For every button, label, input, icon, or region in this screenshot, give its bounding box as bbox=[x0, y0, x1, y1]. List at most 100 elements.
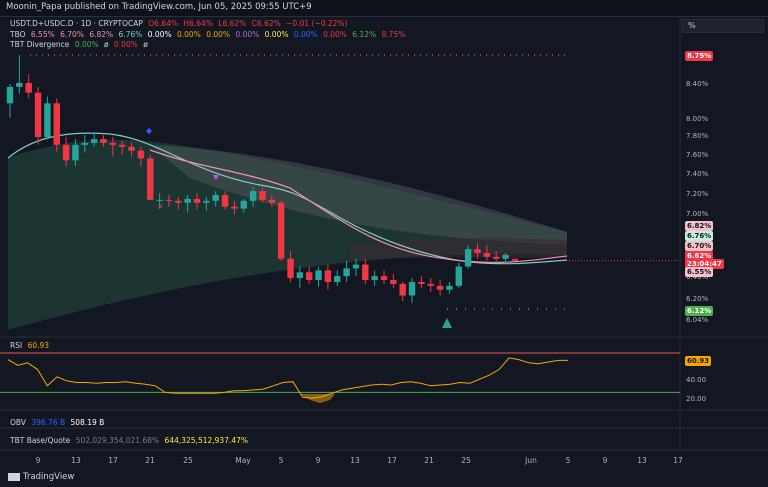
tbo-value: 6.76% bbox=[118, 30, 143, 39]
time-tick: 17 bbox=[387, 456, 397, 465]
divergence-value: 0.00% bbox=[74, 40, 99, 49]
tbo-value: 0.00% bbox=[206, 30, 231, 39]
candle-body bbox=[446, 285, 453, 290]
candle-body bbox=[427, 283, 434, 286]
tbo-value: 6.82% bbox=[89, 30, 114, 39]
price-chart[interactable]: × bbox=[0, 17, 768, 487]
time-tick: 13 bbox=[637, 456, 647, 465]
time-tick: 25 bbox=[461, 456, 471, 465]
tradingview-label: TradingView bbox=[23, 472, 75, 482]
time-tick: 9 bbox=[602, 456, 608, 465]
tbo-value: 6.70% bbox=[60, 30, 84, 39]
price-tick: 8.40% bbox=[686, 80, 709, 88]
obv-legend[interactable]: OBV 396.76 B 508.19 B bbox=[10, 418, 107, 427]
rsi-tag: 60.93 bbox=[685, 356, 712, 366]
candle-body bbox=[249, 191, 257, 201]
candle-body bbox=[221, 195, 229, 207]
rsi-label: RSI bbox=[10, 341, 23, 350]
symbol-legend: USDT.D+USDC.D · 1D · CRYPTOCAP O6.64% H6… bbox=[10, 19, 350, 28]
candle-body bbox=[502, 254, 509, 259]
time-tick: 25 bbox=[183, 456, 193, 465]
candle-body bbox=[334, 276, 341, 282]
tbo-value: 0.00% bbox=[323, 30, 347, 39]
candle-body bbox=[493, 256, 500, 259]
tbt-value: 502,029,354,021.68% bbox=[75, 436, 160, 445]
rsi-tick: 40.00 bbox=[686, 376, 707, 384]
price-tag: 6.70% bbox=[685, 241, 714, 251]
price-tick: 7.20% bbox=[686, 190, 709, 198]
tbo-value: 6.12% bbox=[352, 30, 377, 39]
candle-body bbox=[100, 139, 107, 143]
candle-body bbox=[203, 200, 210, 203]
last-price-tag: 6.62% bbox=[685, 251, 714, 261]
tbt-label: TBT Base/Quote bbox=[10, 436, 71, 445]
upper-cloud-band bbox=[150, 145, 567, 245]
candle-body bbox=[240, 200, 247, 209]
candle-body bbox=[212, 195, 219, 201]
tbo-legend[interactable]: TBO 6.55% 6.70% 6.82% 6.76% 0.00% 0.00% … bbox=[10, 30, 408, 39]
time-tick: 17 bbox=[673, 456, 683, 465]
candle-body bbox=[390, 280, 397, 284]
candle-body bbox=[464, 249, 472, 267]
candle-body bbox=[90, 139, 98, 143]
candle-body bbox=[44, 103, 51, 138]
candle-body bbox=[193, 198, 201, 203]
symbol-name[interactable]: USDT.D+USDC.D · 1D · CRYPTOCAP bbox=[10, 19, 143, 28]
divergence-legend[interactable]: TBT Divergence 0.00% ø 0.00% ø bbox=[10, 40, 151, 49]
price-tick: 6.04% bbox=[686, 316, 709, 324]
obv-value: 508.19 B bbox=[70, 418, 105, 427]
time-tick: 17 bbox=[108, 456, 118, 465]
divergence-value: 0.00% bbox=[114, 40, 138, 49]
tbo-value: 8.75% bbox=[381, 30, 406, 39]
publish-bar: Moonin_Papa published on TradingView.com… bbox=[0, 0, 768, 17]
price-tick: 8.00% bbox=[686, 115, 709, 123]
candle-body bbox=[296, 272, 304, 279]
candle-body bbox=[418, 281, 425, 284]
candle-body bbox=[109, 142, 117, 145]
tbo-value: 0.00% bbox=[147, 30, 172, 39]
price-tag: 8.75% bbox=[685, 51, 714, 61]
ohlc-close: C6.62% bbox=[251, 19, 281, 28]
ohlc-high: H6.64% bbox=[183, 19, 213, 28]
candle-body bbox=[156, 199, 163, 201]
publish-text: Moonin_Papa published on TradingView.com… bbox=[6, 2, 312, 12]
time-tick: 21 bbox=[424, 456, 434, 465]
candle-body bbox=[455, 266, 462, 286]
candle-body bbox=[483, 252, 491, 257]
rsi-tick: 20.00 bbox=[686, 395, 707, 403]
rsi-line bbox=[7, 357, 568, 399]
tbo-value: 0.00% bbox=[176, 30, 201, 39]
tradingview-icon bbox=[8, 472, 20, 481]
rsi-value: 60.93 bbox=[27, 341, 50, 350]
sell-signal-icon bbox=[213, 175, 219, 180]
candle-body bbox=[268, 199, 275, 203]
rsi-oversold-fill bbox=[300, 394, 335, 403]
candle-body bbox=[474, 249, 481, 253]
time-tick: 5 bbox=[278, 456, 284, 465]
candle-body bbox=[399, 283, 406, 296]
tbo-value: 0.00% bbox=[264, 30, 289, 39]
candle-body bbox=[259, 191, 266, 200]
candle-body bbox=[175, 200, 182, 203]
tradingview-logo[interactable]: TradingView bbox=[8, 472, 74, 482]
time-tick: 13 bbox=[71, 456, 81, 465]
obv-label: OBV bbox=[10, 418, 26, 427]
tbt-value: 644,325,512,937.47% bbox=[164, 436, 249, 445]
candle-body bbox=[119, 144, 126, 147]
rsi-legend[interactable]: RSI 60.93 bbox=[10, 341, 52, 350]
ohlc-low: L6.62% bbox=[218, 19, 247, 28]
price-tick: 7.60% bbox=[686, 151, 709, 159]
tbt-legend[interactable]: TBT Base/Quote 502,029,354,021.68% 644,3… bbox=[10, 436, 251, 445]
percent-scale-button[interactable]: % bbox=[682, 19, 764, 33]
price-tick: 7.80% bbox=[686, 132, 709, 140]
candle-body bbox=[287, 258, 294, 279]
price-tag: 6.12% bbox=[685, 306, 714, 316]
price-tag: 6.82% bbox=[685, 221, 714, 231]
time-tick: 21 bbox=[145, 456, 155, 465]
candle-body bbox=[362, 264, 369, 281]
candle-body bbox=[16, 83, 23, 87]
price-tick: 6.40% bbox=[686, 273, 709, 281]
buy-signal-icon bbox=[442, 318, 452, 328]
candle-body bbox=[343, 268, 350, 277]
candle-body bbox=[128, 146, 135, 151]
